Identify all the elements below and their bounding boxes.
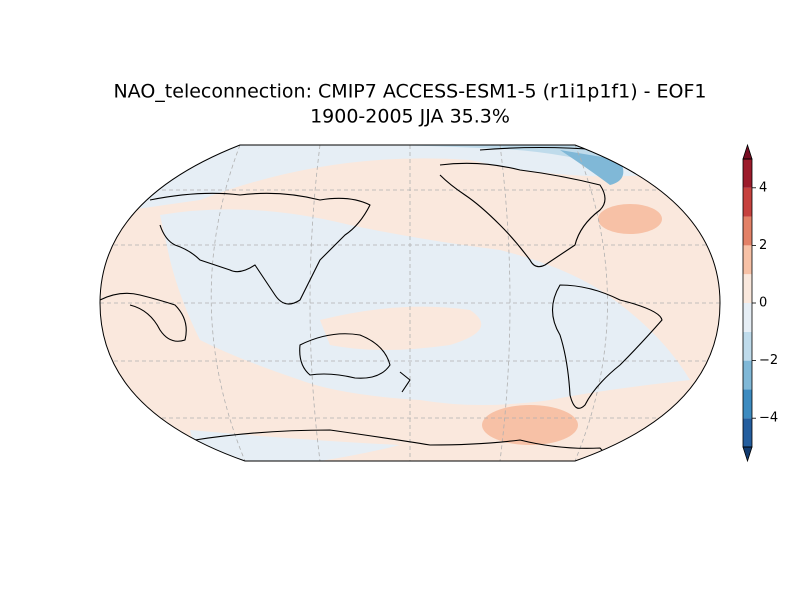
coastline — [439, 162, 606, 268]
field-positive — [482, 405, 578, 445]
colorbar-segment — [743, 331, 752, 361]
coastline — [399, 371, 411, 393]
coastline — [299, 333, 391, 379]
colorbar-segment — [743, 216, 752, 246]
graticule — [210, 145, 608, 461]
coastline — [149, 192, 371, 305]
colorbar-segment — [743, 245, 752, 275]
colorbar-tick-label: −2 — [759, 353, 778, 368]
field-positive — [320, 306, 482, 350]
colorbar-segment — [743, 187, 752, 217]
colorbar-segment — [743, 159, 752, 188]
chart-subtitle: 1900-2005 JJA 35.3% — [310, 106, 510, 128]
colorbar-tick-label: 4 — [759, 180, 767, 195]
colorbar-segment — [743, 274, 752, 303]
field-negative — [100, 145, 720, 215]
colorbar-tick-label: 2 — [759, 238, 767, 253]
map-frame — [99, 144, 721, 462]
map — [100, 145, 720, 461]
coastline — [100, 292, 187, 342]
coastline — [551, 284, 663, 409]
colorbar-tick-label: 0 — [759, 296, 767, 311]
colorbar-tick-label: −4 — [759, 411, 778, 426]
colorbar-segment — [743, 389, 752, 419]
colorbar-segment — [743, 418, 752, 447]
field-positive — [598, 204, 662, 234]
colorbar-segment — [743, 303, 752, 332]
colorbar-segment — [743, 360, 752, 390]
colorbar: −4 −2 0 2 4 — [742, 143, 778, 463]
chart-title: NAO_teleconnection: CMIP7 ACCESS-ESM1-5 … — [113, 81, 706, 103]
field-negative — [140, 145, 630, 170]
coastline — [189, 429, 621, 461]
